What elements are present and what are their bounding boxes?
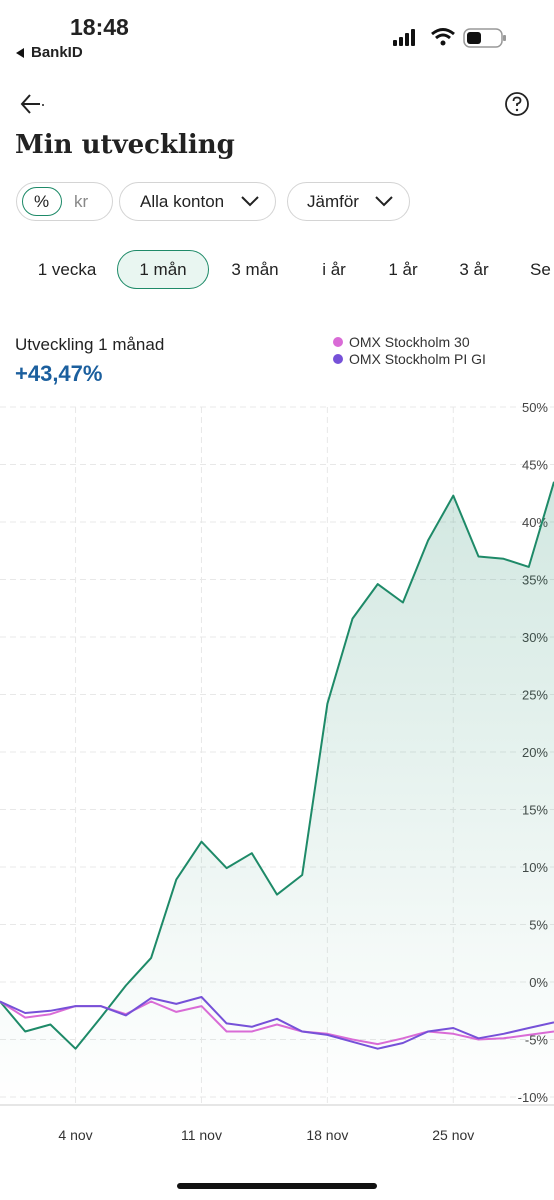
unit-option[interactable]: kr [74,192,89,211]
summary-value: +43,47% [15,361,103,386]
area-fill [0,481,554,1105]
period-tab[interactable]: 1 år [388,260,418,279]
period-tab[interactable]: Se [530,260,551,279]
home-indicator [177,1183,377,1189]
x-tick-label: 11 nov [181,1127,222,1143]
account-dropdown[interactable] [119,182,276,221]
status-time: 18:48 [70,14,129,40]
y-tick-label: 45% [522,458,548,473]
y-tick-label: 50% [522,400,548,415]
legend-label: OMX Stockholm PI GI [349,351,486,367]
compare-dropdown-label: Jämför [307,192,359,211]
compare-dropdown[interactable] [287,182,410,221]
series-line [0,996,554,1050]
period-tab[interactable]: i år [322,260,346,279]
unit-toggle [16,182,113,221]
period-tab[interactable]: 3 mån [231,260,279,279]
period-tab[interactable]: 1 vecka [37,260,97,279]
unit-option-selected[interactable] [22,187,62,216]
page-title: Min utveckling [15,130,235,160]
x-tick-label: 25 nov [432,1127,474,1143]
series-line [0,481,554,1050]
period-tab[interactable]: 3 år [459,260,489,279]
summary-label: Utveckling 1 månad [15,335,165,354]
chevron [241,196,259,207]
legend-marker [333,354,343,364]
legend-label: OMX Stockholm 30 [349,334,470,350]
back-button[interactable] [18,92,48,116]
x-tick-label: 4 nov [58,1127,92,1143]
x-tick-label: 18 nov [306,1127,348,1143]
period-tab-selected[interactable] [117,250,209,289]
status-icons [393,28,506,48]
chevron [375,196,393,207]
account-dropdown-label: Alla konton [140,192,225,211]
period-tab[interactable]: 1 mån [139,260,187,279]
back-app-icon [16,48,24,58]
back-app-link[interactable]: BankID [31,44,83,61]
unit-option[interactable]: % [34,192,50,211]
legend-marker [333,337,343,347]
help-button[interactable] [504,91,530,117]
